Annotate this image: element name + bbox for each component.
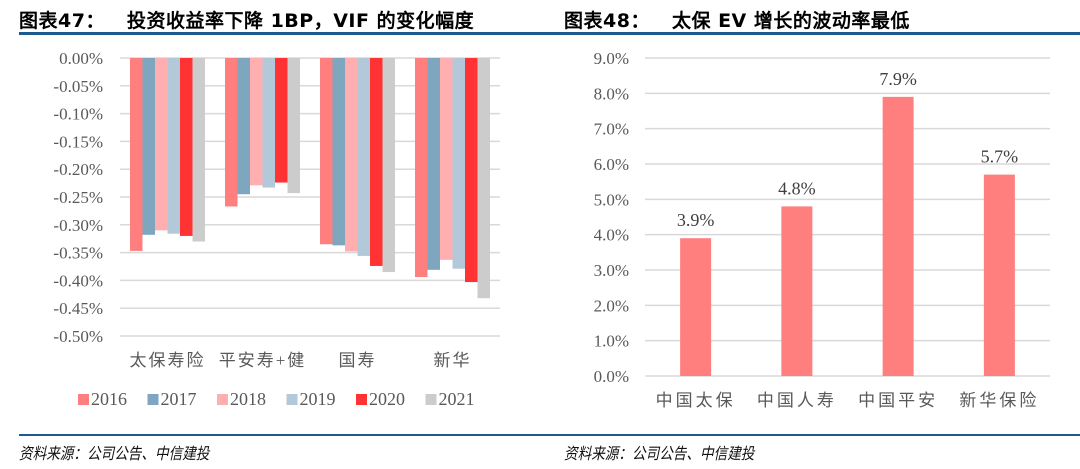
bar-2021-太保寿险 xyxy=(192,58,205,242)
bar-2021-新华 xyxy=(477,58,490,299)
data-label: 5.7% xyxy=(981,147,1019,167)
y-tick-label: 6.0% xyxy=(594,155,629,174)
bar-2021-平安寿+健 xyxy=(287,58,300,194)
legend-swatch-2021 xyxy=(425,394,437,405)
title-underline xyxy=(19,32,540,35)
legend-swatch-2018 xyxy=(217,394,228,405)
figure-47-title-text: 投资收益率下降 1BP，VIF 的变化幅度 xyxy=(126,10,475,32)
legend-label-2020: 2020 xyxy=(369,389,405,409)
bar-中国人寿 xyxy=(781,206,813,376)
data-label: 7.9% xyxy=(879,69,917,89)
source-divider xyxy=(19,434,540,436)
title-underline xyxy=(540,32,1080,35)
legend-label-2019: 2019 xyxy=(300,389,336,409)
figure-48-number: 图表48： xyxy=(564,10,650,32)
x-tick-label: 新华保险 xyxy=(959,391,1039,410)
bar-新华保险 xyxy=(983,174,1015,376)
y-tick-label: -0.15% xyxy=(53,132,103,151)
bar-2019-新华 xyxy=(452,58,465,269)
bar-2018-新华 xyxy=(440,58,453,260)
x-tick-label: 平安寿+健 xyxy=(219,351,307,370)
figure-48-title-text: 太保 EV 增长的波动率最低 xyxy=(671,10,910,32)
figure-48-panel: 图表48： 太保 EV 增长的波动率最低 0.0% 1.0% 2.0% 3.0% 4.0%… xyxy=(540,0,1080,469)
x-tick-label: 新华 xyxy=(434,351,472,370)
x-tick-label: 太保寿险 xyxy=(130,351,206,370)
bar-2016-新华 xyxy=(415,58,428,278)
x-tick-label: 中国人寿 xyxy=(757,391,837,410)
legend-label-2021: 2021 xyxy=(439,389,475,409)
source-note: 资料来源：公司公告、中信建投 xyxy=(564,444,755,463)
ev-growth-volatility-bar-chart: 0.0% 1.0% 2.0% 3.0% 4.0% 5.0% 6.0% 7.0% 8.0% 9.0%… xyxy=(594,49,1050,410)
bar-2016-平安寿+健 xyxy=(225,58,238,207)
data-label: 4.8% xyxy=(778,178,816,198)
bar-2018-太保寿险 xyxy=(155,58,168,231)
y-tick-label: -0.45% xyxy=(53,299,103,318)
x-tick-label: 国寿 xyxy=(339,351,377,370)
legend-swatch-2020 xyxy=(356,394,367,405)
y-tick-label: 3.0% xyxy=(594,261,629,280)
y-tick-label: -0.10% xyxy=(53,105,103,124)
data-label: 3.9% xyxy=(677,210,715,230)
y-tick-label: 8.0% xyxy=(594,84,629,103)
source-divider xyxy=(540,434,1080,436)
y-tick-label: -0.05% xyxy=(53,77,103,96)
source-note: 资料来源：公司公告、中信建投 xyxy=(19,444,210,463)
bar-2017-太保寿险 xyxy=(142,58,155,235)
y-tick-label: -0.40% xyxy=(53,271,103,290)
bar-2017-新华 xyxy=(427,58,440,270)
bar-2018-平安寿+健 xyxy=(250,58,263,186)
legend-label-2017: 2017 xyxy=(161,389,197,409)
y-tick-label: 9.0% xyxy=(594,49,629,68)
y-tick-label: -0.50% xyxy=(53,327,103,346)
y-tick-label: 2.0% xyxy=(594,296,629,315)
y-tick-label: 0.00% xyxy=(59,49,103,68)
bar-2020-太保寿险 xyxy=(180,58,193,236)
bar-2016-太保寿险 xyxy=(130,58,143,251)
bar-中国太保 xyxy=(680,238,712,376)
y-tick-label: 7.0% xyxy=(594,120,629,139)
y-tick-label: 5.0% xyxy=(594,190,629,209)
figure-47-title: 图表47： 投资收益率下降 1BP，VIF 的变化幅度 xyxy=(19,6,474,33)
legend-label-2018: 2018 xyxy=(230,389,266,409)
legend-swatch-2016 xyxy=(78,394,89,405)
x-tick-label: 中国太保 xyxy=(656,391,736,410)
bar-2019-国寿 xyxy=(357,58,370,256)
figure-48-title: 图表48： 太保 EV 增长的波动率最低 xyxy=(564,6,910,33)
y-tick-label: -0.35% xyxy=(53,244,103,263)
y-tick-label: 0.0% xyxy=(594,367,629,386)
bar-2018-国寿 xyxy=(345,58,358,252)
bar-中国平安 xyxy=(882,96,914,376)
y-tick-label: -0.25% xyxy=(53,188,103,207)
bar-2020-新华 xyxy=(465,58,478,283)
x-tick-label: 中国平安 xyxy=(858,391,938,410)
y-tick-label: -0.20% xyxy=(53,160,103,179)
legend-swatch-2019 xyxy=(286,394,298,405)
figure-47-number: 图表47： xyxy=(19,10,105,32)
bar-2016-国寿 xyxy=(320,58,333,245)
y-tick-label: 1.0% xyxy=(594,332,629,351)
bar-2021-国寿 xyxy=(382,58,395,273)
bar-2017-国寿 xyxy=(332,58,345,246)
bar-2020-平安寿+健 xyxy=(275,58,288,183)
figure-47-panel: 图表47： 投资收益率下降 1BP，VIF 的变化幅度 0.00% -0.05% -0… xyxy=(19,6,540,463)
bar-2019-平安寿+健 xyxy=(262,58,275,188)
bar-2019-太保寿险 xyxy=(167,58,180,234)
bar-2017-平安寿+健 xyxy=(237,58,250,195)
legend-label-2016: 2016 xyxy=(91,389,127,409)
legend-swatch-2017 xyxy=(147,394,159,405)
vif-change-bar-chart: 0.00% -0.05% -0.10% -0.15% -0.20% -0.25% -0.30… xyxy=(53,49,500,409)
y-tick-label: 4.0% xyxy=(594,226,629,245)
bar-2020-国寿 xyxy=(370,58,383,266)
y-tick-label: -0.30% xyxy=(53,216,103,235)
